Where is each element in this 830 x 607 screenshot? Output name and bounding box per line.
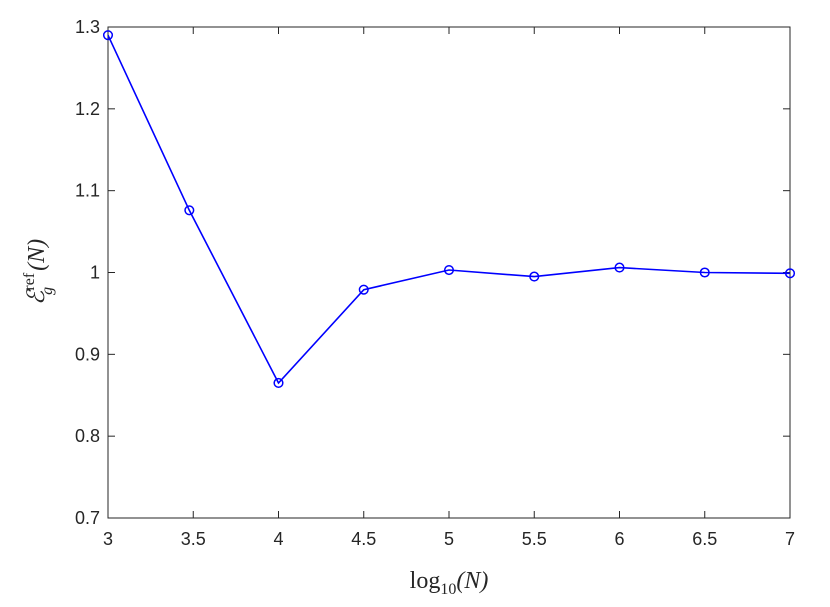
y-axis-label-symbol: ℰ	[24, 288, 50, 305]
x-tick-label: 3.5	[181, 529, 206, 549]
x-axis-label-sub: 10	[440, 581, 456, 598]
data-point	[784, 268, 796, 279]
data-point	[614, 262, 625, 273]
x-tick-label: 6	[614, 529, 624, 549]
x-tick-label: 4	[273, 529, 283, 549]
x-tick-label: 3	[103, 529, 113, 549]
x-tick-label: 5	[444, 529, 454, 549]
x-tick-label: 4.5	[351, 529, 376, 549]
y-tick-label: 1	[90, 263, 100, 283]
x-axis-label-func: log	[410, 568, 441, 594]
y-axis-label-arg: (N)	[24, 239, 50, 271]
y-tick-label: 1.2	[75, 99, 100, 119]
y-axis-label: ℰrefg (N)	[21, 239, 56, 305]
data-point	[529, 271, 540, 282]
y-tick-label: 1.1	[75, 181, 100, 201]
ticks	[107, 26, 791, 519]
y-tick-label: 0.8	[75, 426, 100, 446]
x-tick-labels: 3 3.5 4 4.5 5 5.5 6 6.5 7	[103, 529, 795, 549]
series-line	[107, 34, 791, 385]
x-axis-label: log10(N)	[410, 568, 489, 598]
data-point	[699, 267, 710, 278]
y-axis-label-sup: ref	[21, 272, 38, 290]
data-point	[184, 205, 195, 216]
y-tick-label: 0.7	[75, 508, 100, 528]
y-tick-labels: 0.7 0.8 0.9 1 1.1 1.2 1.3	[75, 17, 100, 528]
x-tick-label: 6.5	[692, 529, 717, 549]
data-point	[443, 264, 455, 276]
x-axis-label-arg: (N)	[456, 568, 488, 594]
data-point	[102, 30, 114, 41]
data-point	[273, 377, 284, 389]
x-tick-label: 7	[785, 529, 795, 549]
plot-area	[107, 26, 791, 519]
y-tick-label: 0.9	[75, 344, 100, 364]
data-point	[358, 284, 369, 295]
series	[102, 30, 796, 389]
y-axis-label-sub: g	[39, 287, 56, 295]
x-tick-label: 5.5	[522, 529, 547, 549]
y-tick-label: 1.3	[75, 17, 100, 37]
